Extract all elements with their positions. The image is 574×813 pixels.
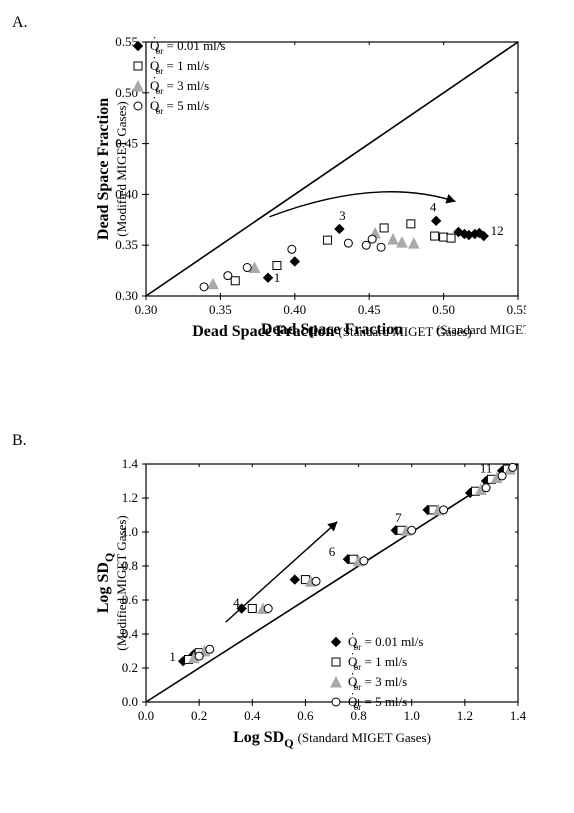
svg-text:0.40: 0.40 <box>283 302 306 317</box>
svg-text:Q·br = 0.01 ml/s: Q·br = 0.01 ml/s <box>150 34 225 56</box>
svg-text:1: 1 <box>274 270 281 285</box>
svg-text:4: 4 <box>233 595 240 610</box>
svg-text:3: 3 <box>339 208 346 223</box>
svg-text:0.30: 0.30 <box>135 302 158 317</box>
svg-text:0.30: 0.30 <box>115 288 138 303</box>
svg-text:0.0: 0.0 <box>138 708 154 723</box>
svg-text:1.2: 1.2 <box>122 490 138 505</box>
svg-text:1.4: 1.4 <box>510 708 526 723</box>
svg-text:(Modified MIGET Gases): (Modified MIGET Gases) <box>114 101 129 237</box>
chart-a: 0.300.350.400.450.500.550.300.350.400.45… <box>90 34 526 348</box>
svg-text:1.0: 1.0 <box>404 708 420 723</box>
svg-text:4: 4 <box>430 200 437 215</box>
svg-text:Log SDQ (Standard MIGET Gases: Log SDQ (Standard MIGET Gases) <box>233 729 431 750</box>
svg-text:1.2: 1.2 <box>457 708 473 723</box>
svg-text:Q·br = 0.01 ml/s: Q·br = 0.01 ml/s <box>348 626 423 652</box>
svg-text:Dead Space Fraction: Dead Space Fraction <box>95 98 112 240</box>
svg-text:Log SDQ: Log SDQ <box>95 553 116 613</box>
svg-text:0.35: 0.35 <box>115 237 138 252</box>
panel-b-label: B. <box>12 432 27 450</box>
svg-text:1.4: 1.4 <box>122 456 139 471</box>
svg-text:0.2: 0.2 <box>122 660 138 675</box>
svg-text:0.6: 0.6 <box>297 708 314 723</box>
svg-text:Dead Space Fraction (Standard: Dead Space Fraction (Standard MIGET Gase… <box>192 323 472 340</box>
svg-text:7: 7 <box>395 510 402 525</box>
legend: Q·br = 0.01 ml/sQ·br = 1 ml/sQ·br = 3 ml… <box>331 626 423 712</box>
chart-b: 0.00.20.40.60.81.01.21.40.00.20.40.60.81… <box>90 456 526 754</box>
svg-text:0.50: 0.50 <box>432 302 455 317</box>
series-group <box>200 216 488 291</box>
svg-text:0.2: 0.2 <box>191 708 207 723</box>
svg-text:11: 11 <box>480 461 493 476</box>
legend: Q·br = 0.01 ml/sQ·br = 1 ml/sQ·br = 3 ml… <box>133 34 225 116</box>
svg-text:0.0: 0.0 <box>122 694 138 709</box>
svg-text:6: 6 <box>329 544 336 559</box>
chart-a-svg: 0.300.350.400.450.500.550.300.350.400.45… <box>90 34 526 348</box>
svg-text:0.35: 0.35 <box>209 302 232 317</box>
svg-text:12: 12 <box>491 223 504 238</box>
svg-text:1: 1 <box>169 649 176 664</box>
chart-b-svg: 0.00.20.40.60.81.01.21.40.00.20.40.60.81… <box>90 456 526 754</box>
panel-a-label: A. <box>12 14 28 32</box>
svg-text:0.55: 0.55 <box>507 302 526 317</box>
svg-text:(Modified MIGET Gases): (Modified MIGET Gases) <box>114 515 129 651</box>
svg-text:0.45: 0.45 <box>358 302 381 317</box>
svg-text:0.4: 0.4 <box>244 708 261 723</box>
